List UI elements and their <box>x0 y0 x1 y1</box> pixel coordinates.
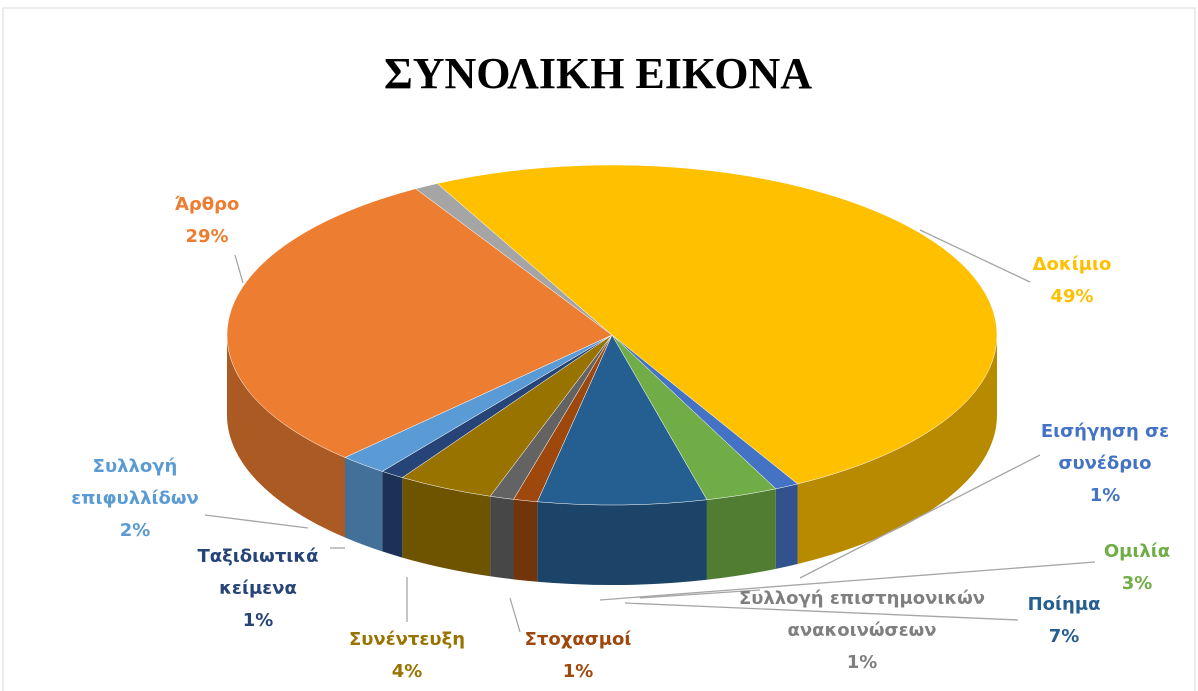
label-line: Ταξιδιωτικά <box>198 546 319 567</box>
slice-label: Συνέντευξη <box>349 629 465 650</box>
slice-side <box>537 499 707 585</box>
leader-line <box>624 602 1019 621</box>
chart-title: ΣΥΝΟΛΙΚΗ ΕΙΚΟΝΑ <box>384 49 812 98</box>
slice-side <box>227 335 345 538</box>
slice-label: Δοκίμιο <box>1033 254 1112 275</box>
slice-side <box>775 483 798 569</box>
label-line: Συνέντευξη <box>349 629 465 650</box>
value-label: 1% <box>847 652 878 673</box>
slice-side <box>797 335 997 564</box>
value-label: 1% <box>563 661 594 682</box>
slice <box>536 334 708 506</box>
label-line: Άρθρο <box>175 194 240 215</box>
label-line: Στοχασμοί <box>525 629 632 650</box>
label-line: Εισήγηση σε <box>1041 421 1169 442</box>
slice <box>226 188 613 458</box>
slice-label: Ομιλία <box>1104 541 1170 562</box>
label-line: Συλλογή <box>93 456 178 477</box>
label-line: Ποίημα <box>1028 594 1101 615</box>
slice-side <box>402 477 491 577</box>
slice-label: Εισήγηση σε συνέδριο <box>1041 421 1169 474</box>
slice <box>436 164 998 485</box>
slice-side <box>706 488 776 580</box>
slice-side <box>344 457 383 552</box>
label-line: Δοκίμιο <box>1033 254 1112 275</box>
value-label: 1% <box>1090 485 1121 506</box>
slice-label: Άρθρο <box>175 194 240 215</box>
leader-line <box>204 514 309 529</box>
leader-line <box>509 597 521 633</box>
label-line: Συλλογή επιστημονικών <box>739 588 985 609</box>
leader-line <box>234 254 244 284</box>
leader-line <box>919 229 1031 283</box>
leader-line <box>799 454 1041 579</box>
value-label: 1% <box>243 610 274 631</box>
slice-side <box>382 471 403 558</box>
slice-side <box>490 496 514 580</box>
value-label: 3% <box>1122 573 1153 594</box>
value-label: 7% <box>1049 626 1080 647</box>
slice-label: Ποίημα <box>1028 594 1101 615</box>
value-label: 4% <box>392 661 423 682</box>
slice-label: Συλλογή επιφυλλίδων <box>71 456 199 509</box>
label-line: συνέδριο <box>1058 453 1151 474</box>
leader-line <box>599 561 1096 601</box>
label-line: επιφυλλίδων <box>71 488 199 509</box>
value-label: 2% <box>120 520 151 541</box>
slice-label: Συλλογή επιστημονικών ανακοινώσεων <box>739 588 985 641</box>
label-line: κείμενα <box>219 578 297 599</box>
slice <box>415 183 613 336</box>
slice-label: Στοχασμοί <box>525 629 632 650</box>
value-label: 29% <box>185 226 228 247</box>
slice-side <box>513 499 538 582</box>
label-line: ανακοινώσεων <box>787 620 936 641</box>
label-line: Ομιλία <box>1104 541 1170 562</box>
leader-line <box>639 589 761 599</box>
slice-label: Ταξιδιωτικά κείμενα <box>198 546 319 599</box>
value-label: 49% <box>1050 286 1093 307</box>
